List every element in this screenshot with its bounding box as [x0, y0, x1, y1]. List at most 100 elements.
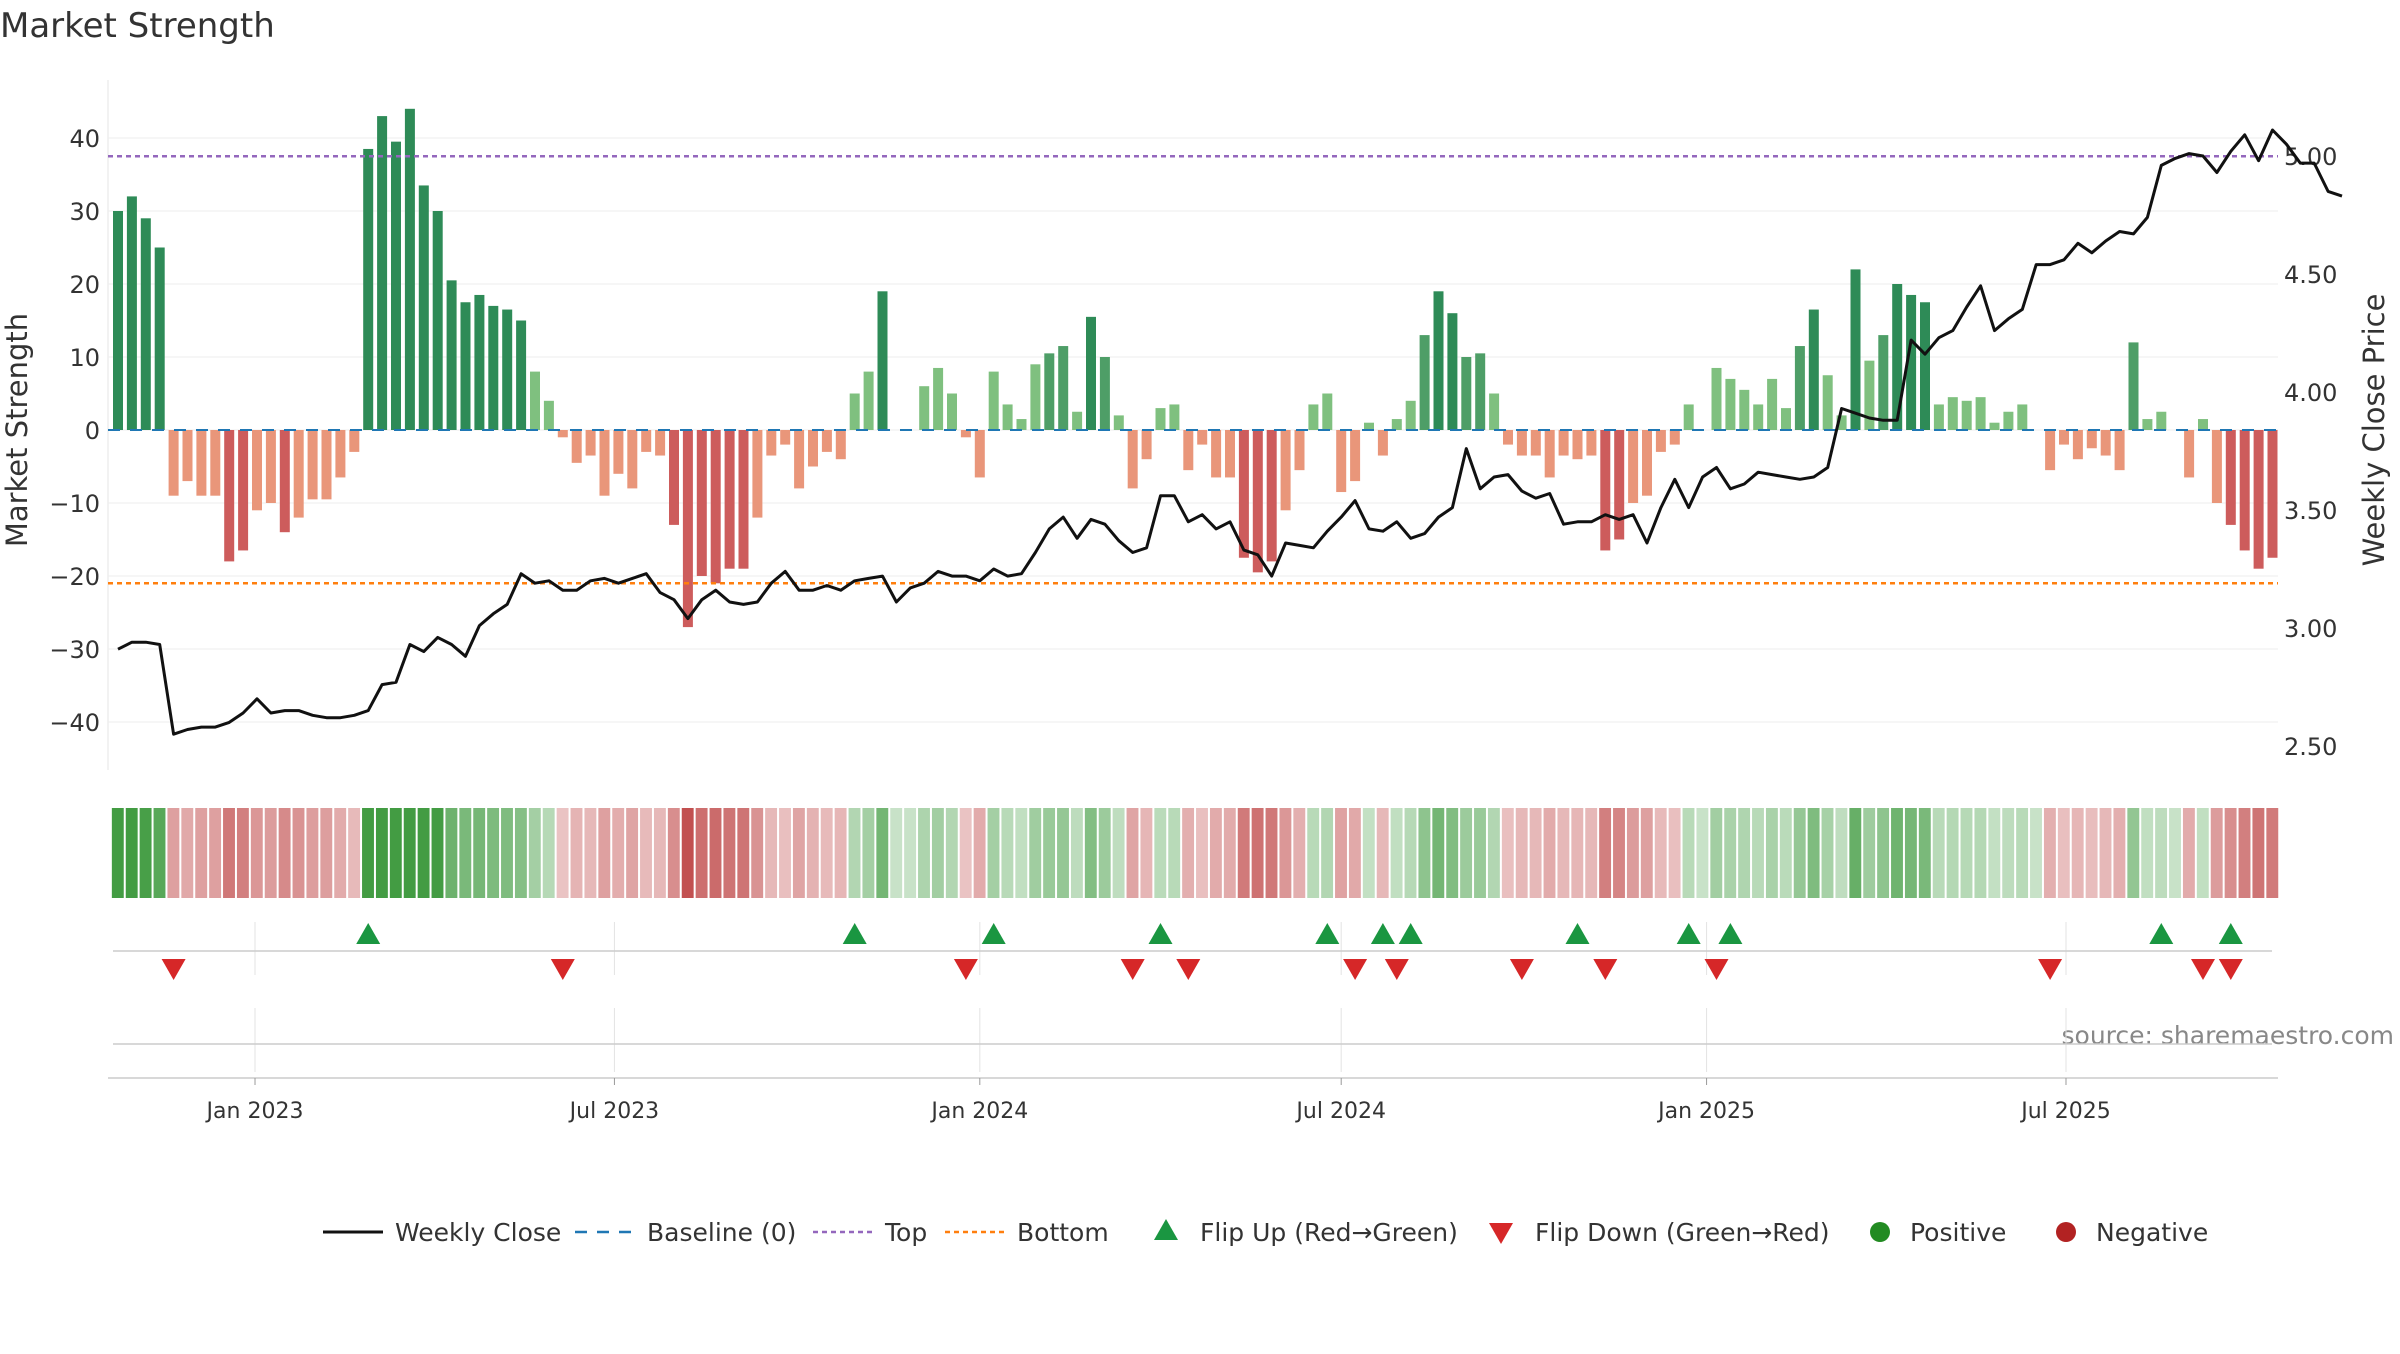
- heat-cell: [1446, 808, 1459, 898]
- strength-bar: [947, 393, 957, 430]
- strength-bar: [988, 371, 999, 430]
- strength-bar: [641, 430, 652, 452]
- heat-cell: [2210, 808, 2223, 898]
- strength-bar: [2072, 430, 2083, 460]
- strength-bar: [808, 430, 818, 467]
- strength-bar: [1628, 430, 1639, 503]
- strength-bar: [724, 430, 735, 569]
- strength-bar: [1475, 353, 1486, 430]
- heat-cell: [1265, 808, 1278, 898]
- strength-bar: [696, 430, 707, 576]
- strength-bar: [252, 430, 262, 511]
- heat-cell: [334, 808, 347, 898]
- heat-cell: [918, 808, 930, 898]
- strength-bar: [1836, 415, 1847, 430]
- strength-bar: [1350, 430, 1361, 482]
- strength-bar: [1211, 430, 1222, 478]
- strength-bar: [1447, 313, 1458, 430]
- heat-cell: [2043, 808, 2056, 898]
- heat-cell: [626, 808, 639, 898]
- heat-cell: [667, 808, 680, 898]
- strength-bar: [307, 430, 318, 500]
- strength-bar: [391, 141, 401, 430]
- heat-cell: [528, 808, 541, 898]
- heat-cell: [1293, 808, 1306, 898]
- strength-bar: [960, 430, 971, 438]
- left-y-tick-label: −40: [49, 709, 100, 737]
- strength-bar: [126, 196, 137, 430]
- strength-bar: [1238, 430, 1249, 558]
- strength-heat-strip: [111, 808, 2279, 898]
- left-axis-label: Market Strength: [0, 313, 34, 547]
- source-text: source: sharemaestro.com: [2062, 1021, 2395, 1050]
- strength-bar: [821, 430, 832, 452]
- heat-cell: [1070, 808, 1083, 898]
- strength-bar: [1336, 430, 1347, 493]
- strength-bar: [502, 309, 513, 430]
- heat-cell: [959, 808, 972, 898]
- heat-cell: [1891, 808, 1903, 898]
- heat-cell: [2266, 808, 2279, 898]
- heat-cell: [2016, 808, 2029, 898]
- strength-bar: [1850, 269, 1861, 430]
- heat-cell: [1335, 808, 1347, 898]
- strength-bar: [1155, 408, 1166, 430]
- heat-cell: [792, 808, 805, 898]
- heat-cell: [278, 808, 291, 898]
- heat-cell: [1251, 808, 1264, 898]
- heat-cell: [306, 808, 319, 898]
- strength-bar: [1822, 375, 1833, 430]
- heat-cell: [431, 808, 444, 898]
- strength-bar: [1725, 378, 1736, 430]
- heat-cell: [1571, 808, 1584, 898]
- heat-cell: [2238, 808, 2251, 898]
- heat-cell: [1376, 808, 1389, 898]
- heat-cell: [876, 808, 889, 898]
- strength-bar: [2114, 430, 2125, 471]
- heat-cell: [542, 808, 555, 898]
- strength-bar: [238, 430, 249, 551]
- flip-up-marker: [1565, 923, 1590, 944]
- strength-bar: [752, 430, 763, 518]
- strength-bar: [1225, 430, 1235, 478]
- strength-bar: [182, 430, 193, 482]
- flip-up-marker: [1148, 923, 1173, 944]
- heat-cell: [1932, 808, 1945, 898]
- strength-bar: [655, 430, 666, 456]
- strength-bar: [1030, 364, 1041, 430]
- strength-bar: [1530, 430, 1541, 456]
- heat-cell: [181, 808, 194, 898]
- heat-cell: [487, 808, 500, 898]
- heat-cell: [1001, 808, 1014, 898]
- heat-cell: [709, 808, 722, 898]
- heat-cell: [348, 808, 361, 898]
- flip-down-marker: [1384, 959, 1409, 980]
- heat-cell: [904, 808, 917, 898]
- heat-cell: [723, 808, 736, 898]
- strength-bar: [1252, 430, 1263, 573]
- heat-cell: [1487, 808, 1500, 898]
- heat-cell: [195, 808, 208, 898]
- strength-bar: [1961, 400, 1972, 430]
- strength-bar: [418, 185, 429, 430]
- flip-down-marker: [1120, 959, 1145, 980]
- heat-cell: [1057, 808, 1069, 898]
- heat-cell: [1154, 808, 1167, 898]
- heat-cell: [1404, 808, 1417, 898]
- flip-up-marker: [2149, 923, 2174, 944]
- heat-cell: [1585, 808, 1598, 898]
- strength-bar: [196, 430, 207, 496]
- flip-down-marker: [953, 959, 978, 980]
- strength-bar: [1377, 430, 1388, 456]
- flip-down-marker: [2218, 959, 2243, 980]
- strength-bar: [1072, 411, 1083, 430]
- heat-cell: [1362, 808, 1375, 898]
- heat-cell: [209, 808, 222, 898]
- heat-cell: [2224, 808, 2237, 898]
- strength-bar: [1669, 430, 1680, 445]
- strength-bar: [1864, 360, 1875, 430]
- heat-cell: [2196, 808, 2209, 898]
- strength-bar: [1544, 430, 1555, 478]
- strength-bar: [1141, 430, 1152, 460]
- strength-bar: [1767, 378, 1778, 430]
